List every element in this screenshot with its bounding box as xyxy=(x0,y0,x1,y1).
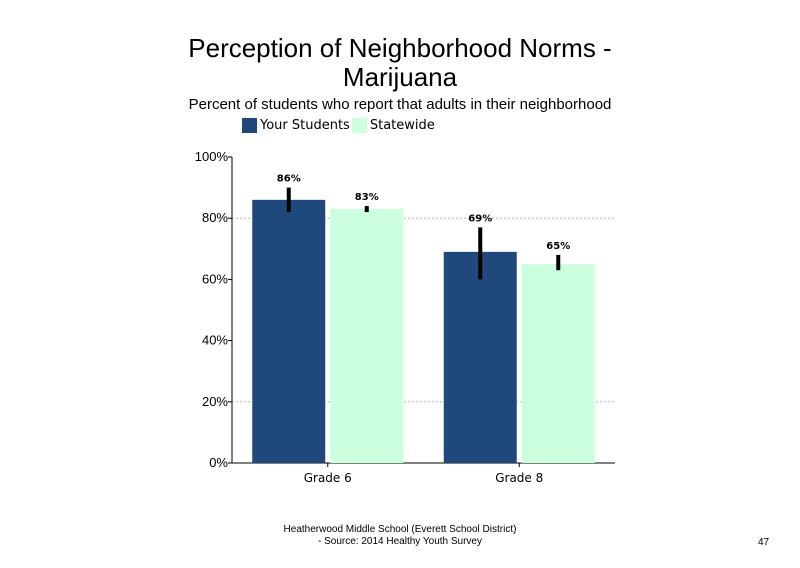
chart-title-line2: Marijuana xyxy=(342,62,458,92)
legend-swatch-your-students xyxy=(242,118,257,133)
y-tick-label-80: 80% xyxy=(202,210,228,225)
y-tick-label-0: 0% xyxy=(209,455,228,470)
page-number: 47 xyxy=(758,537,770,548)
data-label-statewide-grade-8: 65% xyxy=(546,241,570,252)
y-tick-label-60: 60% xyxy=(202,271,228,286)
footer: Heatherwood Middle School (Everett Schoo… xyxy=(250,524,550,548)
legend-swatch-statewide xyxy=(351,118,367,133)
x-tick-label-grade-8: Grade 8 xyxy=(495,471,543,485)
y-tick-label-40: 40% xyxy=(202,333,228,348)
data-label-your-students-grade-6: 86% xyxy=(277,174,301,185)
bar-your-students-grade-8 xyxy=(443,251,517,463)
y-tick-label-100: 100% xyxy=(195,149,229,164)
data-label-your-students-grade-8: 69% xyxy=(468,213,492,224)
chart-title: Perception of Neighborhood Norms - Marij… xyxy=(0,34,800,92)
legend-label-statewide: Statewide xyxy=(369,118,435,133)
chart-subtitle: Percent of students who report that adul… xyxy=(188,96,612,113)
bar-your-students-grade-6 xyxy=(252,199,326,463)
legend-item-your-students: Your Students xyxy=(242,118,350,133)
legend-label-your-students: Your Students xyxy=(260,118,350,133)
chart-legend: Your Students Statewide xyxy=(242,118,437,133)
bar-statewide-grade-8 xyxy=(521,264,595,463)
bar-statewide-grade-6 xyxy=(330,209,404,463)
footer-source: - Source: 2014 Healthy Youth Survey xyxy=(318,536,482,547)
x-tick-label-grade-6: Grade 6 xyxy=(304,471,352,485)
legend-item-statewide: Statewide xyxy=(351,118,435,133)
footer-school: Heatherwood Middle School (Everett Schoo… xyxy=(283,524,517,535)
chart-title-line1: Perception of Neighborhood Norms - xyxy=(188,33,612,63)
data-label-statewide-grade-6: 83% xyxy=(355,192,379,203)
y-tick-label-20: 20% xyxy=(202,394,228,409)
